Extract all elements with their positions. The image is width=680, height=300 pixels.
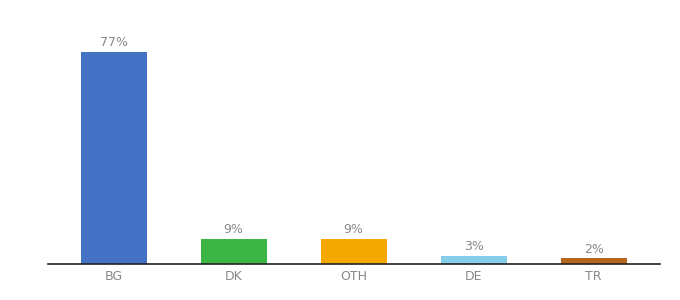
Text: 3%: 3% xyxy=(464,240,483,253)
Bar xyxy=(320,239,387,264)
Text: 77%: 77% xyxy=(99,36,128,49)
Bar xyxy=(81,52,147,264)
Text: 9%: 9% xyxy=(224,224,243,236)
Bar xyxy=(441,256,507,264)
Text: 2%: 2% xyxy=(583,243,604,256)
Bar xyxy=(560,259,626,264)
Bar xyxy=(201,239,267,264)
Text: 9%: 9% xyxy=(343,224,364,236)
